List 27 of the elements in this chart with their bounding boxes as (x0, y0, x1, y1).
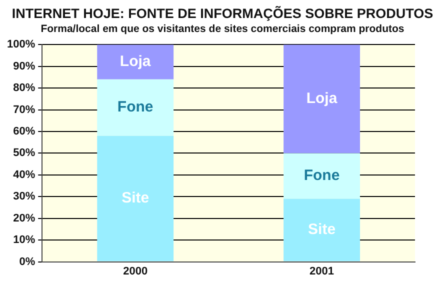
bar (284, 198, 360, 262)
y-tick-label: 60% (13, 126, 36, 138)
y-tick-label: 40% (13, 168, 36, 181)
y-tick-label: 50% (13, 147, 36, 160)
x-tick-label: 2001 (310, 265, 334, 278)
text: Loja (306, 90, 338, 108)
series-label: Fone (304, 167, 340, 184)
y-tick-label: 70% (13, 104, 36, 116)
bar (284, 153, 360, 199)
bar (284, 44, 360, 154)
series-label: Site (308, 221, 336, 238)
y-tick-label: 20% (13, 212, 36, 224)
bar (97, 44, 174, 80)
y-tick-label: 80% (13, 82, 36, 94)
y-tick-label: 10% (13, 234, 36, 246)
y-tick-label: 90% (13, 60, 36, 72)
bar (97, 79, 174, 136)
series-label: Loja (120, 53, 152, 70)
y-tick-label: 0% (19, 256, 36, 268)
text: Site (122, 190, 150, 207)
chart-subtitle: Forma/local em que os visitantes de sites comerciais compram produtos (40, 23, 406, 35)
chart-title: INTERNET HOJE: FONTE DE INFORMAÇÕES SOBRE PRODUTOS (10, 6, 434, 21)
y-tick-label: 100% (6, 38, 36, 51)
text: Fone (117, 98, 154, 116)
x-tick-label: 2000 (123, 265, 148, 278)
y-tick-label: 30% (13, 190, 36, 203)
bar (97, 136, 174, 262)
